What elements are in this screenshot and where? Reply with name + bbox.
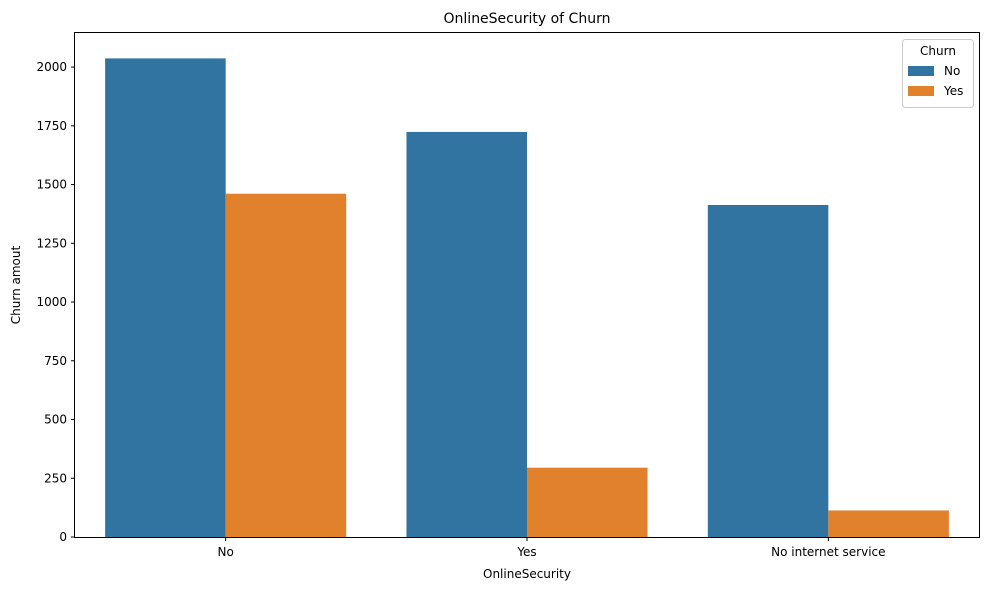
y-axis-title: Churn amout bbox=[9, 245, 23, 324]
y-tick-label: 0 bbox=[59, 530, 67, 544]
y-tick-label: 500 bbox=[44, 413, 67, 427]
x-tick-label: No internet service bbox=[771, 545, 885, 559]
legend-label-no: No bbox=[944, 64, 960, 78]
legend: Churn No Yes bbox=[902, 39, 974, 108]
bar-yes-no bbox=[225, 193, 347, 538]
legend-label-yes: Yes bbox=[943, 84, 963, 98]
y-tick-label: 1500 bbox=[36, 178, 67, 192]
y-tick-label: 1000 bbox=[36, 295, 67, 309]
plot-frame bbox=[74, 32, 980, 538]
y-tick-label: 2000 bbox=[36, 60, 67, 74]
y-tick-label: 1250 bbox=[36, 236, 67, 250]
x-tick-label: No bbox=[218, 545, 234, 559]
y-axis-ticks: 0 250 500 750 1000 1250 1500 1750 2000 bbox=[36, 60, 75, 544]
bar-no-no-internet-service bbox=[707, 204, 829, 538]
x-axis-ticks: No Yes No internet service bbox=[218, 537, 886, 559]
chart-title: OnlineSecurity of Churn bbox=[444, 11, 611, 27]
legend-swatch-yes bbox=[908, 86, 934, 96]
x-tick-label: Yes bbox=[516, 545, 536, 559]
legend-swatch-no bbox=[908, 66, 934, 76]
y-tick-label: 750 bbox=[44, 354, 67, 368]
bar-no-no bbox=[105, 58, 226, 538]
y-tick-label: 250 bbox=[44, 471, 67, 485]
bar-no-yes bbox=[406, 131, 527, 537]
legend-title: Churn bbox=[920, 44, 956, 58]
bar-yes-no-internet-service bbox=[828, 510, 949, 537]
y-tick-label: 1750 bbox=[36, 119, 67, 133]
bars-group bbox=[105, 58, 949, 538]
bar-yes-yes bbox=[527, 467, 648, 537]
x-axis-title: OnlineSecurity bbox=[483, 567, 571, 581]
